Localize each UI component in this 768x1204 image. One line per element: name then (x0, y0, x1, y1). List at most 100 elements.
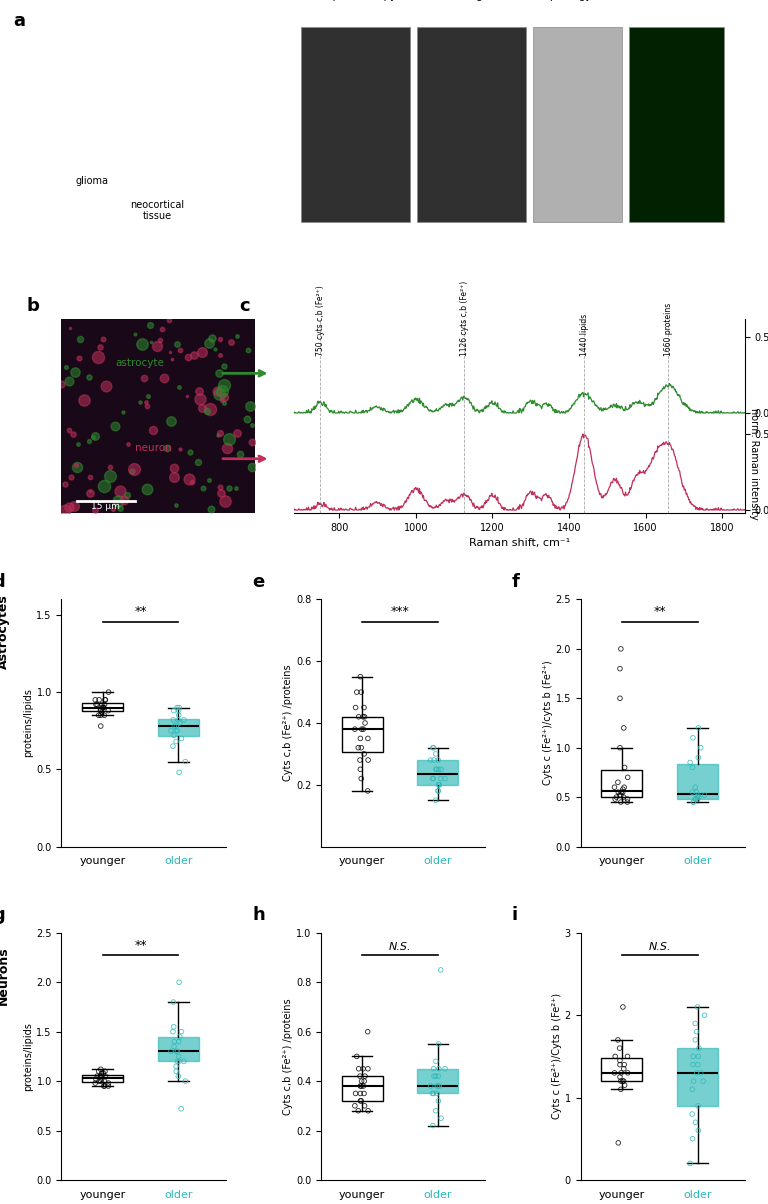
Point (173, 1046, 185, 1066)
Point (692, 1121, 704, 1140)
Point (617, 783, 629, 802)
Y-axis label: proteins/lipids: proteins/lipids (24, 1022, 34, 1091)
Point (98, 1063, 110, 1082)
Point (621, 792, 634, 811)
Point (355, 1076, 367, 1096)
Point (693, 1039, 705, 1058)
Text: b: b (27, 297, 39, 315)
Point (353, 738, 365, 757)
Text: glioma: glioma (75, 176, 108, 187)
Point (95, 703, 108, 722)
Point (431, 760, 443, 779)
Point (618, 1055, 631, 1074)
Point (432, 781, 445, 801)
Point (173, 763, 185, 783)
Point (167, 701, 180, 720)
Text: 1660 proteins: 1660 proteins (664, 302, 673, 356)
PathPatch shape (82, 1075, 123, 1081)
Point (427, 1084, 439, 1103)
Point (615, 783, 627, 802)
Point (614, 785, 626, 804)
Point (432, 1067, 445, 1086)
Point (432, 1091, 445, 1110)
Point (171, 698, 184, 718)
Point (692, 1055, 704, 1074)
Point (94, 1067, 107, 1086)
Point (608, 778, 621, 797)
Point (358, 1072, 370, 1091)
Point (96, 698, 108, 718)
Point (170, 732, 182, 751)
Point (168, 716, 180, 736)
Point (94, 716, 107, 736)
Point (98, 698, 110, 718)
Point (353, 1060, 365, 1079)
Point (687, 1055, 699, 1074)
Point (165, 1041, 177, 1061)
Text: ***: *** (391, 606, 409, 619)
Point (172, 1067, 184, 1086)
Point (614, 639, 627, 659)
Bar (533, 28, 622, 222)
Point (431, 1084, 443, 1103)
PathPatch shape (418, 1069, 458, 1093)
Point (354, 750, 366, 769)
Y-axis label: Cyts c (Fe²⁺)/cyts b (Fe²⁺): Cyts c (Fe²⁺)/cyts b (Fe²⁺) (543, 661, 553, 785)
Point (359, 713, 371, 732)
Point (175, 728, 187, 748)
Point (439, 769, 451, 789)
Point (431, 1076, 443, 1096)
Point (621, 1063, 634, 1082)
Point (359, 1067, 371, 1086)
Point (693, 787, 705, 807)
Point (94, 706, 107, 725)
Point (432, 750, 445, 769)
Y-axis label: proteins/lipids: proteins/lipids (24, 689, 34, 757)
Point (614, 1051, 626, 1070)
Point (353, 1102, 365, 1121)
Point (102, 701, 114, 720)
Point (92, 706, 104, 725)
Point (429, 791, 442, 810)
Point (95, 1063, 108, 1082)
Text: norm. Raman intensity: norm. Raman intensity (749, 408, 759, 519)
Point (425, 750, 437, 769)
Y-axis label: Cyts c (Fe²⁺)/Cyts b (Fe²⁺): Cyts c (Fe²⁺)/Cyts b (Fe²⁺) (552, 993, 562, 1120)
Point (692, 787, 704, 807)
Point (692, 1046, 704, 1066)
Point (614, 1055, 626, 1074)
Point (351, 1046, 363, 1066)
Text: c: c (240, 297, 250, 315)
Point (684, 752, 697, 772)
Point (691, 790, 703, 809)
Point (355, 683, 367, 702)
Point (173, 706, 185, 725)
Point (173, 1052, 185, 1072)
Point (618, 778, 631, 797)
Point (427, 1116, 439, 1135)
Point (612, 773, 624, 792)
Text: **: ** (134, 606, 147, 619)
Point (362, 750, 374, 769)
Point (362, 781, 374, 801)
Point (357, 707, 369, 726)
Point (98, 1072, 111, 1091)
Point (99, 690, 111, 709)
Point (359, 707, 371, 726)
PathPatch shape (342, 1076, 382, 1100)
Point (173, 698, 185, 718)
Point (435, 769, 447, 789)
Point (687, 1072, 700, 1091)
Point (170, 1041, 182, 1061)
Point (358, 744, 370, 763)
Point (357, 1076, 369, 1096)
Point (614, 792, 627, 811)
Point (692, 719, 704, 738)
Point (89, 690, 101, 709)
Point (354, 1084, 366, 1103)
PathPatch shape (157, 719, 199, 736)
Point (92, 1062, 104, 1081)
Point (687, 1046, 700, 1066)
Point (102, 683, 114, 702)
Text: f: f (511, 573, 519, 591)
